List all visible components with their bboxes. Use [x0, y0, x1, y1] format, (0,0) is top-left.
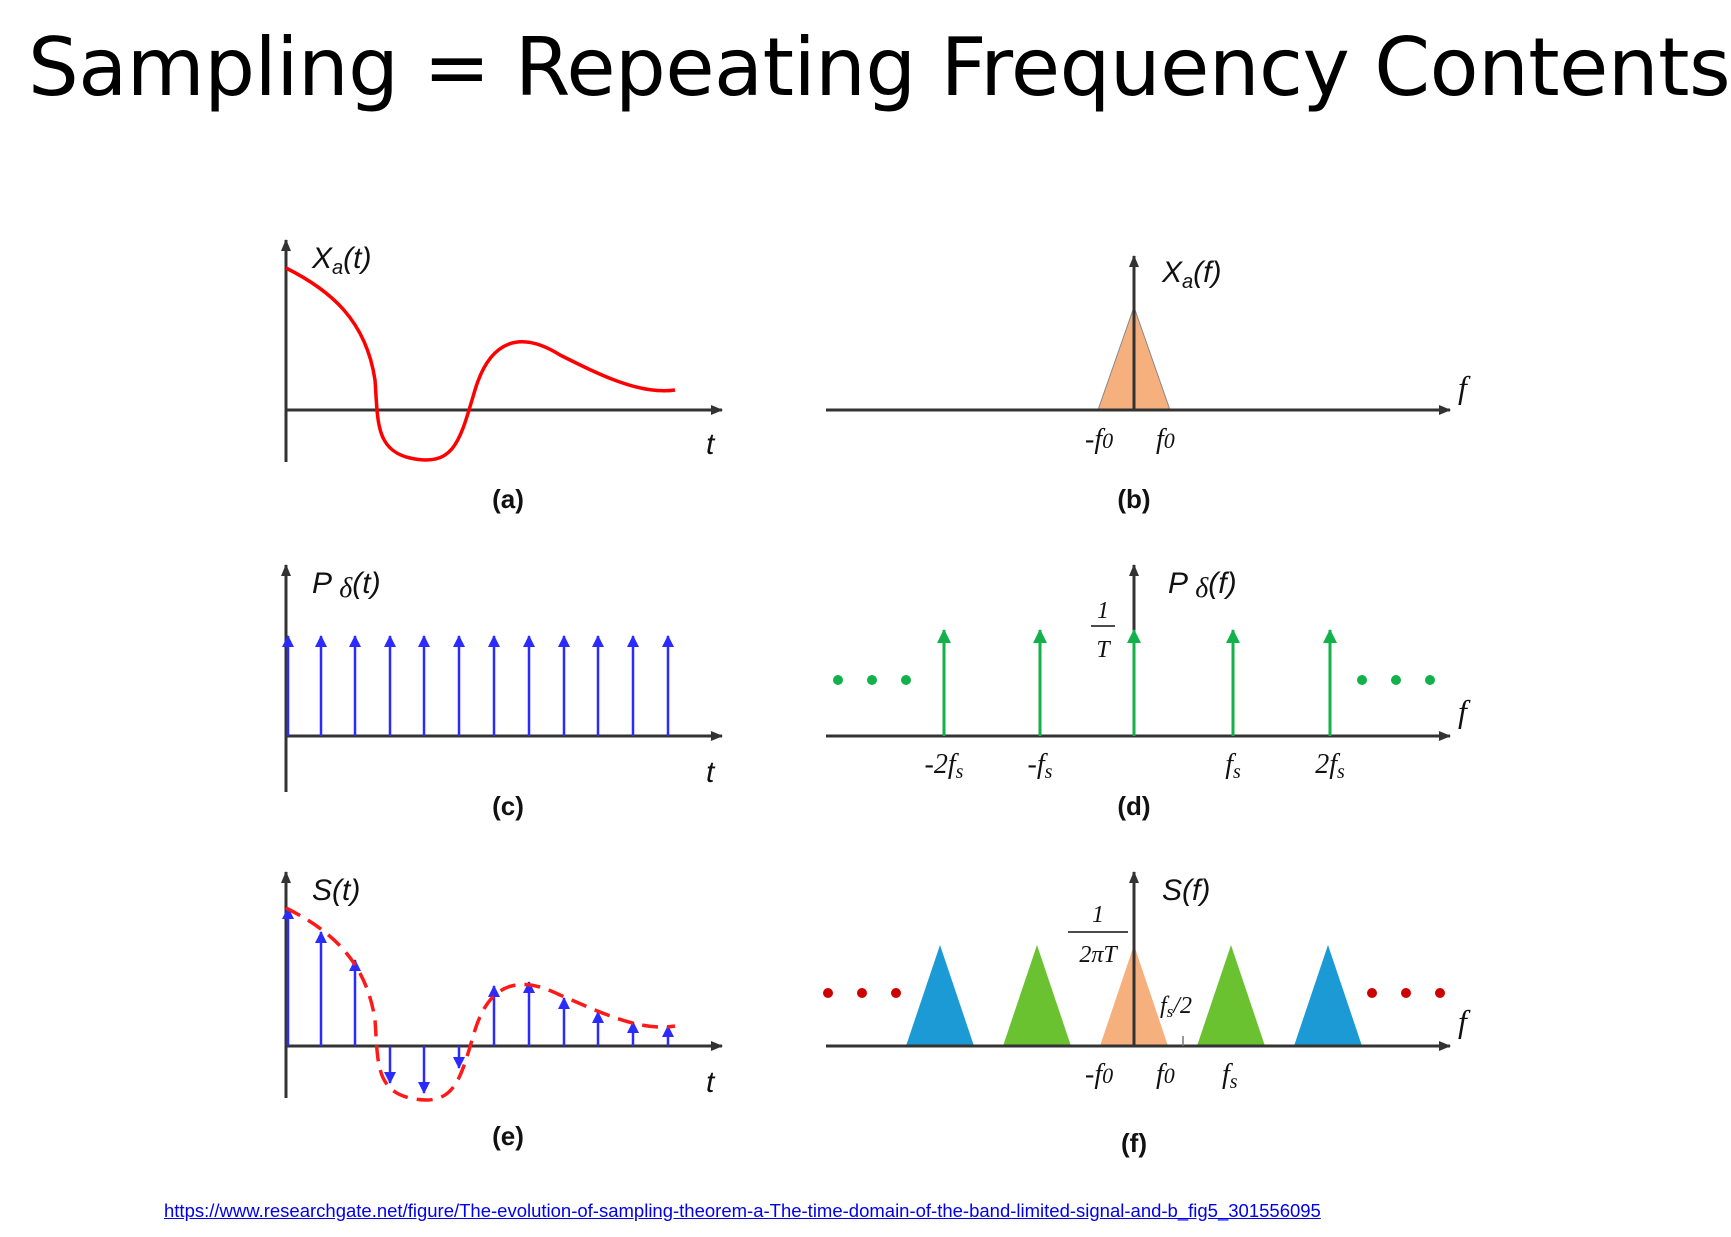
panel-f-height-numerator: 1: [1092, 902, 1104, 928]
panel-c-x-label: t: [706, 756, 716, 789]
panel-c-caption: (c): [492, 791, 524, 821]
panel-f-height-denominator: 2πT: [1079, 942, 1118, 968]
panel-d-height-numerator: 1: [1097, 598, 1109, 624]
panel-f-half-fs-label: fs/2: [1160, 993, 1192, 1021]
panel-a-y-label: Xa(t): [311, 242, 371, 279]
panel-d-ellipsis-dot: [1425, 675, 1435, 685]
panel-f-tick-neg-f0: -f0: [1085, 1059, 1113, 1090]
panel-f-ellipsis-dot: [891, 988, 901, 998]
panel-e-x-label: t: [706, 1066, 716, 1099]
panel-d-ellipsis-dot: [1391, 675, 1401, 685]
panel-f-x-label: f: [1458, 1003, 1471, 1039]
panel-a-signal-curve: [285, 266, 676, 462]
panel-d-ellipsis-dot: [1357, 675, 1367, 685]
panel-d-ellipsis-dot: [867, 675, 877, 685]
panel-f-caption: (f): [1121, 1128, 1147, 1158]
panel-f-ellipsis-dot: [857, 988, 867, 998]
slide-title: Sampling = Repeating Frequency Contents: [28, 21, 1731, 114]
panel-f-ellipsis-dot: [1367, 988, 1377, 998]
panel-b-tick-neg-f0: -f0: [1085, 424, 1113, 455]
panel-e: S(t) t (e): [281, 871, 723, 1151]
source-link[interactable]: https://www.researchgate.net/figure/The-…: [164, 1200, 1321, 1221]
panel-f-image-spectrum: [1294, 945, 1362, 1046]
panel-b-x-label: f: [1458, 369, 1471, 405]
panel-d-ellipsis-dot: [901, 675, 911, 685]
panel-f-tick-pos-f0: f0: [1156, 1059, 1175, 1090]
panel-b: Xa(f) f -f0 f0 (b): [826, 255, 1471, 514]
panel-d-ellipsis-dot: [833, 675, 843, 685]
panel-f-image-spectrum: [1003, 945, 1071, 1046]
panel-d-height-denominator: T: [1096, 637, 1111, 663]
panel-a: Xa(t) t (a): [281, 239, 723, 514]
panel-d-tick-label: fs: [1225, 749, 1241, 783]
panel-f-image-spectrum: [906, 945, 974, 1046]
panel-e-sampled-impulses: [282, 907, 674, 1094]
panel-f: 1 2πT S(f) fs/2 f -f0 f0 fs (f): [823, 871, 1471, 1158]
panel-d-caption: (d): [1117, 791, 1150, 821]
panel-a-caption: (a): [492, 484, 524, 514]
panel-b-y-label: Xa(f): [1161, 256, 1221, 293]
panel-e-y-label: S(t): [312, 874, 360, 907]
panel-d-y-label: P δ(f): [1168, 567, 1237, 604]
panel-d-x-label: f: [1458, 693, 1471, 729]
panel-d: 1 T P δ(f) f -2fs -fs fs 2fs (d): [826, 564, 1471, 821]
panel-b-tick-pos-f0: f0: [1156, 424, 1175, 455]
panel-c-impulse-train: [282, 635, 674, 736]
panel-f-ellipsis-dot: [1401, 988, 1411, 998]
panel-d-tick-label: 2fs: [1315, 749, 1345, 783]
panel-f-ellipsis-dot: [823, 988, 833, 998]
panel-a-x-label: t: [706, 428, 716, 461]
panel-f-tick-fs: fs: [1222, 1059, 1238, 1093]
panel-f-image-spectrum: [1197, 945, 1265, 1046]
panel-b-caption: (b): [1117, 484, 1150, 514]
panel-f-ellipsis-dot: [1435, 988, 1445, 998]
panel-d-tick-label: -2fs: [925, 749, 964, 783]
panel-e-envelope-curve: [285, 906, 676, 1102]
panel-c-y-label: P δ(t): [312, 567, 381, 604]
panel-f-y-label: S(f): [1162, 874, 1210, 907]
panel-e-caption: (e): [492, 1121, 524, 1151]
panel-d-tick-label: -fs: [1028, 749, 1053, 783]
panel-c: P δ(t) t (c): [281, 564, 723, 821]
